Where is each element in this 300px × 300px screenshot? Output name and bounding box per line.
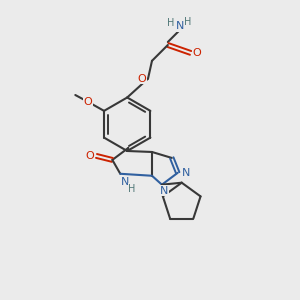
Text: N: N: [121, 177, 129, 187]
Text: O: O: [192, 48, 201, 58]
Text: H: H: [167, 18, 175, 28]
Text: H: H: [128, 184, 136, 194]
Text: N: N: [160, 186, 168, 196]
Text: N: N: [176, 21, 184, 31]
Text: H: H: [184, 17, 191, 27]
Text: N: N: [182, 168, 190, 178]
Text: O: O: [138, 74, 146, 84]
Text: O: O: [84, 97, 93, 107]
Text: O: O: [85, 151, 94, 161]
